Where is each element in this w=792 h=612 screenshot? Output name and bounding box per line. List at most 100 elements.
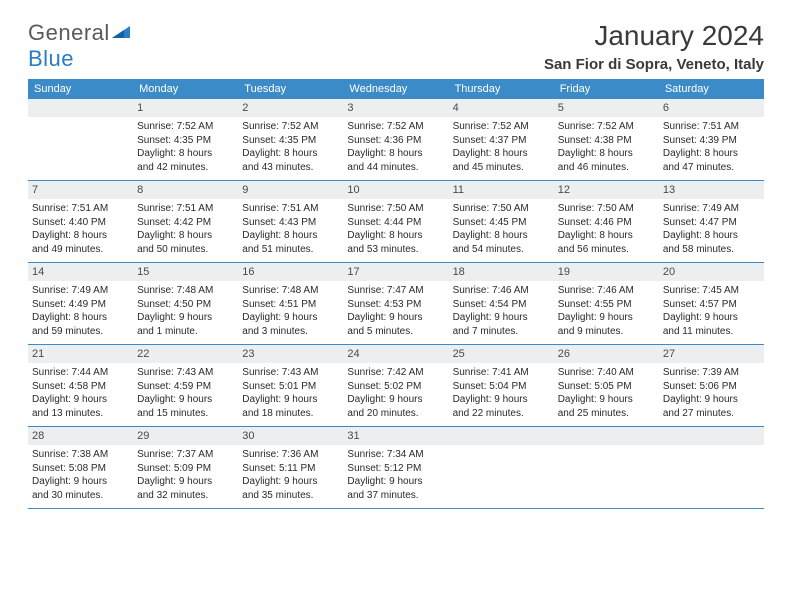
day-number: 12 [554, 181, 659, 199]
daylight-text: Daylight: 9 hours [558, 311, 655, 325]
daylight-text: Daylight: 8 hours [558, 229, 655, 243]
weekday-header: Wednesday [343, 79, 448, 99]
sunrise-text: Sunrise: 7:45 AM [663, 284, 760, 298]
sunset-text: Sunset: 5:05 PM [558, 380, 655, 394]
day-cell: 12Sunrise: 7:50 AMSunset: 4:46 PMDayligh… [554, 181, 659, 262]
sunset-text: Sunset: 4:45 PM [453, 216, 550, 230]
day-cell: 17Sunrise: 7:47 AMSunset: 4:53 PMDayligh… [343, 263, 448, 344]
sunset-text: Sunset: 4:49 PM [32, 298, 129, 312]
sunrise-text: Sunrise: 7:34 AM [347, 448, 444, 462]
sunrise-text: Sunrise: 7:47 AM [347, 284, 444, 298]
weekday-header: Saturday [659, 79, 764, 99]
daylight-text: and 13 minutes. [32, 407, 129, 421]
day-cell: 1Sunrise: 7:52 AMSunset: 4:35 PMDaylight… [133, 99, 238, 180]
day-number: 16 [238, 263, 343, 281]
sunrise-text: Sunrise: 7:42 AM [347, 366, 444, 380]
day-cell: 25Sunrise: 7:41 AMSunset: 5:04 PMDayligh… [449, 345, 554, 426]
daylight-text: Daylight: 8 hours [137, 229, 234, 243]
sunrise-text: Sunrise: 7:52 AM [453, 120, 550, 134]
daylight-text: Daylight: 8 hours [242, 229, 339, 243]
day-number: 7 [28, 181, 133, 199]
logo-text: GeneralBlue [28, 20, 132, 72]
sunrise-text: Sunrise: 7:52 AM [347, 120, 444, 134]
sunrise-text: Sunrise: 7:44 AM [32, 366, 129, 380]
sunset-text: Sunset: 4:42 PM [137, 216, 234, 230]
sunset-text: Sunset: 5:01 PM [242, 380, 339, 394]
day-cell: 8Sunrise: 7:51 AMSunset: 4:42 PMDaylight… [133, 181, 238, 262]
day-number: 14 [28, 263, 133, 281]
day-number: 10 [343, 181, 448, 199]
weekday-header: Friday [554, 79, 659, 99]
daylight-text: and 7 minutes. [453, 325, 550, 339]
daylight-text: and 44 minutes. [347, 161, 444, 175]
daylight-text: Daylight: 8 hours [453, 147, 550, 161]
daylight-text: and 35 minutes. [242, 489, 339, 503]
daylight-text: and 22 minutes. [453, 407, 550, 421]
day-number [28, 99, 133, 117]
daylight-text: and 45 minutes. [453, 161, 550, 175]
day-cell: 30Sunrise: 7:36 AMSunset: 5:11 PMDayligh… [238, 427, 343, 508]
logo-icon [112, 20, 132, 46]
sunset-text: Sunset: 4:55 PM [558, 298, 655, 312]
day-cell [659, 427, 764, 508]
day-number [449, 427, 554, 445]
daylight-text: Daylight: 9 hours [137, 311, 234, 325]
sunset-text: Sunset: 4:57 PM [663, 298, 760, 312]
week-row: 14 Sunrise: 7:49 AMSunset: 4:49 PM Dayligh… [28, 263, 764, 345]
day-cell: 4 Sunrise: 7:52 AMSunset: 4:37 PMDaylight… [449, 99, 554, 180]
sunset-text: Sunset: 5:11 PM [242, 462, 339, 476]
sunset-text: Sunset: 4:35 PM [137, 134, 234, 148]
sunrise-text: Sunrise: 7:50 AM [453, 202, 550, 216]
daylight-text: Daylight: 9 hours [242, 475, 339, 489]
day-number: 18 [449, 263, 554, 281]
sunset-text: Sunset: 4:39 PM [663, 134, 760, 148]
sunrise-text: Sunrise: 7:48 AM [137, 284, 234, 298]
sunset-text: Sunset: 4:51 PM [242, 298, 339, 312]
daylight-text: and 56 minutes. [558, 243, 655, 257]
daylight-text: and 9 minutes. [558, 325, 655, 339]
day-number: 4 [449, 99, 554, 117]
daylight-text: and 49 minutes. [32, 243, 129, 257]
sunrise-text: Sunrise: 7:38 AM [32, 448, 129, 462]
daylight-text: Daylight: 9 hours [453, 311, 550, 325]
daylight-text: Daylight: 9 hours [347, 311, 444, 325]
daylight-text: and 3 minutes. [242, 325, 339, 339]
sunset-text: Sunset: 4:37 PM [453, 134, 550, 148]
day-cell: 20Sunrise: 7:45 AMSunset: 4:57 PMDayligh… [659, 263, 764, 344]
daylight-text: Daylight: 8 hours [242, 147, 339, 161]
day-cell: 14Sunrise: 7:49 AMSunset: 4:49 PMDayligh… [28, 263, 133, 344]
daylight-text: Daylight: 9 hours [347, 393, 444, 407]
sunset-text: Sunset: 4:36 PM [347, 134, 444, 148]
daylight-text: and 20 minutes. [347, 407, 444, 421]
day-cell: 31Sunrise: 7:34 AMSunset: 5:12 PMDayligh… [343, 427, 448, 508]
logo-word2: Blue [28, 46, 74, 71]
sunset-text: Sunset: 5:08 PM [32, 462, 129, 476]
daylight-text: and 5 minutes. [347, 325, 444, 339]
day-number: 27 [659, 345, 764, 363]
page-title: January 2024 [544, 20, 764, 52]
sunrise-text: Sunrise: 7:41 AM [453, 366, 550, 380]
sunset-text: Sunset: 4:46 PM [558, 216, 655, 230]
sunset-text: Sunset: 4:58 PM [32, 380, 129, 394]
daylight-text: Daylight: 8 hours [347, 229, 444, 243]
day-number: 30 [238, 427, 343, 445]
daylight-text: and 50 minutes. [137, 243, 234, 257]
daylight-text: Daylight: 9 hours [663, 311, 760, 325]
daylight-text: and 53 minutes. [347, 243, 444, 257]
logo: GeneralBlue [28, 20, 132, 72]
sunrise-text: Sunrise: 7:49 AM [32, 284, 129, 298]
day-cell: 3Sunrise: 7:52 AMSunset: 4:36 PMDaylight… [343, 99, 448, 180]
day-cell [28, 99, 133, 180]
sunrise-text: Sunrise: 7:48 AM [242, 284, 339, 298]
sunrise-text: Sunrise: 7:39 AM [663, 366, 760, 380]
sunset-text: Sunset: 4:47 PM [663, 216, 760, 230]
sunrise-text: Sunrise: 7:50 AM [347, 202, 444, 216]
day-cell: 2Sunrise: 7:52 AMSunset: 4:35 PMDaylight… [238, 99, 343, 180]
day-cell: 7Sunrise: 7:51 AMSunset: 4:40 PMDaylight… [28, 181, 133, 262]
daylight-text: Daylight: 9 hours [137, 475, 234, 489]
daylight-text: Daylight: 9 hours [347, 475, 444, 489]
daylight-text: and 25 minutes. [558, 407, 655, 421]
day-number: 6 [659, 99, 764, 117]
day-cell: 13Sunrise: 7:49 AMSunset: 4:47 PMDayligh… [659, 181, 764, 262]
daylight-text: Daylight: 8 hours [558, 147, 655, 161]
